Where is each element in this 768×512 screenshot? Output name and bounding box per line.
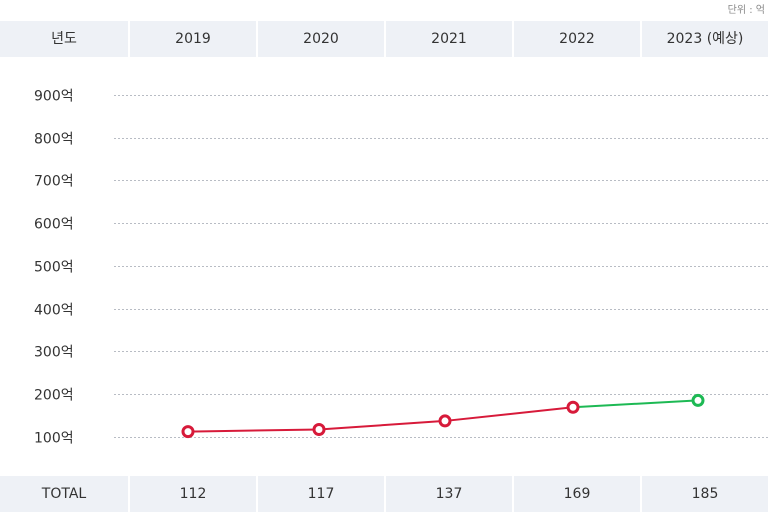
data-point — [566, 400, 580, 414]
column-divider — [640, 21, 642, 57]
data-point — [438, 414, 452, 428]
column-divider — [256, 476, 258, 512]
total-label: TOTAL — [41, 486, 87, 502]
data-point — [312, 422, 326, 436]
series-line-segment — [187, 428, 320, 433]
column-divider — [128, 476, 130, 512]
year-2020: 2020 — [303, 31, 339, 47]
year-2021: 2021 — [431, 31, 467, 47]
year-2019: 2019 — [175, 31, 211, 47]
total-2022: 169 — [563, 486, 591, 502]
y-tick-label: 600억 — [34, 217, 74, 233]
column-divider — [384, 21, 386, 57]
y-tick-label: 700억 — [34, 174, 74, 190]
column-divider — [384, 476, 386, 512]
total-2020: 117 — [307, 486, 335, 502]
y-tick-label: 400억 — [34, 303, 74, 319]
unit-label: 단위 : 억 — [727, 5, 765, 16]
column-divider — [640, 476, 642, 512]
forecast-line-segment — [572, 399, 699, 409]
data-point — [181, 425, 195, 439]
year-2022: 2022 — [559, 31, 595, 47]
y-tick-label: 900억 — [34, 89, 74, 105]
column-divider — [128, 21, 130, 57]
year-2023-forecast: 2023 (예상) — [666, 31, 744, 47]
total-2023-forecast: 185 — [691, 486, 719, 502]
y-tick-label: 200억 — [34, 388, 74, 404]
y-tick-label: 800억 — [34, 132, 74, 148]
column-divider — [512, 21, 514, 57]
total-2021: 137 — [435, 486, 463, 502]
year-header-row: 년도 2019 2020 2021 2022 2023 (예상) — [0, 21, 768, 57]
y-tick-label: 100억 — [34, 431, 74, 447]
y-tick-label: 500억 — [34, 260, 74, 276]
total-2019: 112 — [179, 486, 207, 502]
header-label: 년도 — [51, 31, 77, 47]
column-divider — [512, 476, 514, 512]
total-row: TOTAL 112 117 137 169 185 — [0, 476, 768, 512]
series-line-segment — [318, 419, 446, 431]
column-divider — [256, 21, 258, 57]
y-tick-label: 300억 — [34, 345, 74, 361]
series-line-segment — [444, 406, 574, 422]
forecast-data-point — [691, 393, 705, 407]
